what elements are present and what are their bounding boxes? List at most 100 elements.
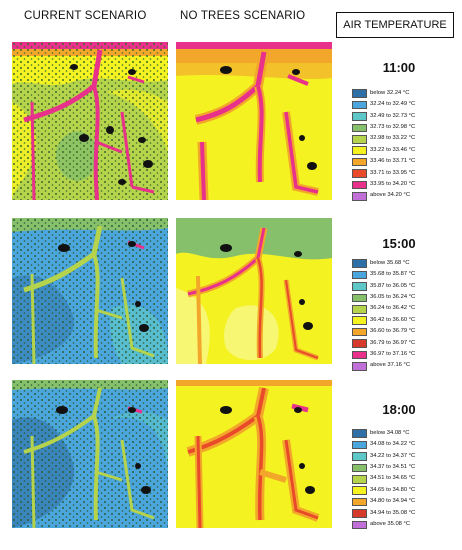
- legend-item: 33.22 to 33.46 °C: [352, 145, 460, 156]
- legend-item: below 35.68 °C: [352, 258, 460, 269]
- legend-swatch: [352, 259, 367, 268]
- legend-label: 34.22 to 34.37 °C: [370, 452, 416, 459]
- legend-swatch: [352, 134, 367, 144]
- legend-label: 36.05 to 36.24 °C: [370, 293, 416, 300]
- legend-1100: below 32.24 °C 32.24 to 32.49 °C 32.49 t…: [352, 88, 460, 202]
- legend-item: 36.97 to 37.16 °C: [352, 349, 460, 360]
- legend-swatch: [352, 146, 367, 155]
- legend-swatch: [352, 282, 367, 291]
- legend-swatch: [352, 520, 367, 530]
- legend-item: 36.24 to 36.42 °C: [352, 304, 460, 315]
- legend-item: 32.24 to 32.49 °C: [352, 99, 460, 110]
- legend-label: 34.37 to 34.51 °C: [370, 463, 416, 470]
- map-current-1100: [12, 42, 168, 200]
- map-notrees-1500: [176, 218, 332, 364]
- legend-label: 36.79 to 36.97 °C: [370, 339, 416, 346]
- legend-label: above 35.08 °C: [370, 520, 411, 527]
- no-trees-scenario-header: NO TREES SCENARIO: [180, 10, 306, 22]
- legend-swatch: [352, 350, 367, 360]
- time-label-1500: 15:00: [382, 236, 416, 251]
- legend-item: 34.08 to 34.22 °C: [352, 439, 460, 450]
- legend-label: 33.22 to 33.46 °C: [370, 146, 416, 153]
- legend-label: 36.60 to 36.79 °C: [370, 328, 416, 335]
- legend-label: below 34.08 °C: [370, 429, 410, 436]
- legend-item: below 34.08 °C: [352, 428, 460, 439]
- time-label-1800: 18:00: [382, 402, 416, 417]
- legend-swatch: [352, 191, 367, 201]
- legend-1800: below 34.08 °C 34.08 to 34.22 °C 34.22 t…: [352, 428, 460, 531]
- legend-item: 36.60 to 36.79 °C: [352, 326, 460, 337]
- legend-item: 33.71 to 33.95 °C: [352, 168, 460, 179]
- map-current-1500: [12, 218, 168, 364]
- legend-item: 36.05 to 36.24 °C: [352, 292, 460, 303]
- legend-label: below 35.68 °C: [370, 259, 410, 266]
- legend-label: 35.68 to 35.87 °C: [370, 271, 416, 278]
- map-notrees-1100: [176, 42, 332, 200]
- legend-swatch: [352, 509, 367, 518]
- legend-label: 36.42 to 36.60 °C: [370, 316, 416, 323]
- legend-label: 34.08 to 34.22 °C: [370, 441, 416, 448]
- legend-label: 33.71 to 33.95 °C: [370, 169, 416, 176]
- legend-item: 34.51 to 34.65 °C: [352, 474, 460, 485]
- legend-swatch: [352, 293, 367, 303]
- legend-swatch: [352, 316, 367, 325]
- legend-swatch: [352, 497, 367, 507]
- legend-label: 33.46 to 33.71 °C: [370, 158, 416, 165]
- legend-label: 32.73 to 32.98 °C: [370, 123, 416, 130]
- time-label-1100: 11:00: [382, 60, 416, 75]
- legend-item: 33.46 to 33.71 °C: [352, 156, 460, 167]
- legend-item: 34.37 to 34.51 °C: [352, 462, 460, 473]
- legend-swatch: [352, 304, 367, 314]
- legend-item: 33.95 to 34.20 °C: [352, 179, 460, 190]
- legend-label: 32.24 to 32.49 °C: [370, 101, 416, 108]
- legend-swatch: [352, 123, 367, 133]
- current-scenario-header: CURRENT SCENARIO: [24, 10, 147, 22]
- legend-label: 33.95 to 34.20 °C: [370, 180, 416, 187]
- legend-swatch: [352, 270, 367, 280]
- legend-label: 34.80 to 34.94 °C: [370, 498, 416, 505]
- legend-1500: below 35.68 °C 35.68 to 35.87 °C 35.87 t…: [352, 258, 460, 372]
- legend-label: 34.51 to 34.65 °C: [370, 475, 416, 482]
- legend-swatch: [352, 339, 367, 348]
- legend-item: above 34.20 °C: [352, 191, 460, 202]
- legend-item: above 35.08 °C: [352, 519, 460, 530]
- legend-item: 32.98 to 33.22 °C: [352, 134, 460, 145]
- legend-label: 34.94 to 35.08 °C: [370, 509, 416, 516]
- legend-swatch: [352, 474, 367, 484]
- legend-item: 34.22 to 34.37 °C: [352, 451, 460, 462]
- map-notrees-1800: [176, 380, 332, 528]
- legend-item: 35.68 to 35.87 °C: [352, 269, 460, 280]
- legend-label: 34.65 to 34.80 °C: [370, 486, 416, 493]
- legend-label: below 32.24 °C: [370, 89, 410, 96]
- legend-item: above 37.16 °C: [352, 361, 460, 372]
- legend-item: 34.94 to 35.08 °C: [352, 508, 460, 519]
- legend-label: 32.98 to 33.22 °C: [370, 135, 416, 142]
- legend-item: 32.49 to 32.73 °C: [352, 111, 460, 122]
- legend-swatch: [352, 100, 367, 110]
- legend-item: 35.87 to 36.05 °C: [352, 281, 460, 292]
- map-current-1800: [12, 380, 168, 528]
- legend-swatch: [352, 157, 367, 167]
- legend-swatch: [352, 89, 367, 98]
- legend-swatch: [352, 169, 367, 178]
- legend-item: 36.79 to 36.97 °C: [352, 338, 460, 349]
- legend-label: 35.87 to 36.05 °C: [370, 282, 416, 289]
- legend-item: below 32.24 °C: [352, 88, 460, 99]
- legend-label: above 34.20 °C: [370, 192, 411, 199]
- legend-swatch: [352, 452, 367, 461]
- legend-item: 34.65 to 34.80 °C: [352, 485, 460, 496]
- legend-label: above 37.16 °C: [370, 362, 411, 369]
- legend-swatch: [352, 361, 367, 371]
- air-temperature-title: AIR TEMPERATURE: [336, 12, 454, 38]
- legend-swatch: [352, 486, 367, 495]
- legend-swatch: [352, 112, 367, 121]
- legend-item: 34.80 to 34.94 °C: [352, 496, 460, 507]
- legend-label: 32.49 to 32.73 °C: [370, 112, 416, 119]
- legend-swatch: [352, 180, 367, 190]
- legend-label: 36.97 to 37.16 °C: [370, 350, 416, 357]
- legend-item: 36.42 to 36.60 °C: [352, 315, 460, 326]
- legend-item: 32.73 to 32.98 °C: [352, 122, 460, 133]
- legend-swatch: [352, 440, 367, 450]
- legend-swatch: [352, 429, 367, 438]
- legend-swatch: [352, 463, 367, 473]
